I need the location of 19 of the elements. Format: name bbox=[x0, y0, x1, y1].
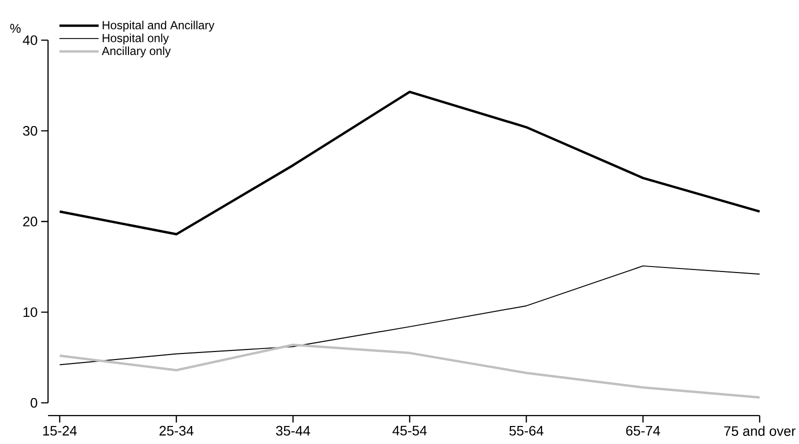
y-tick-label: 10 bbox=[24, 307, 38, 318]
legend-label: Hospital only bbox=[102, 34, 169, 45]
x-tick-label: 65-74 bbox=[626, 426, 660, 436]
x-tick-label: 55-64 bbox=[509, 426, 544, 436]
y-tick-label: 20 bbox=[23, 216, 38, 226]
legend-label: Ancillary only bbox=[102, 46, 171, 58]
x-tick-label: 25-34 bbox=[160, 426, 194, 436]
x-tick-label: 75 and over bbox=[724, 426, 796, 436]
line-series bbox=[58, 90, 761, 236]
line-series bbox=[59, 265, 760, 366]
y-axis-title: % bbox=[10, 24, 21, 33]
x-tick-label: 35-44 bbox=[276, 426, 310, 436]
y-tick-label: 0 bbox=[30, 398, 38, 408]
line-series bbox=[58, 344, 761, 399]
x-tick-label: 15-24 bbox=[43, 426, 77, 436]
y-tick-label: 30 bbox=[23, 126, 38, 136]
x-tick-label: 45-54 bbox=[392, 426, 427, 436]
legend-label: Hospital and Ancillary bbox=[102, 20, 214, 32]
y-tick-label: 40 bbox=[22, 35, 38, 46]
